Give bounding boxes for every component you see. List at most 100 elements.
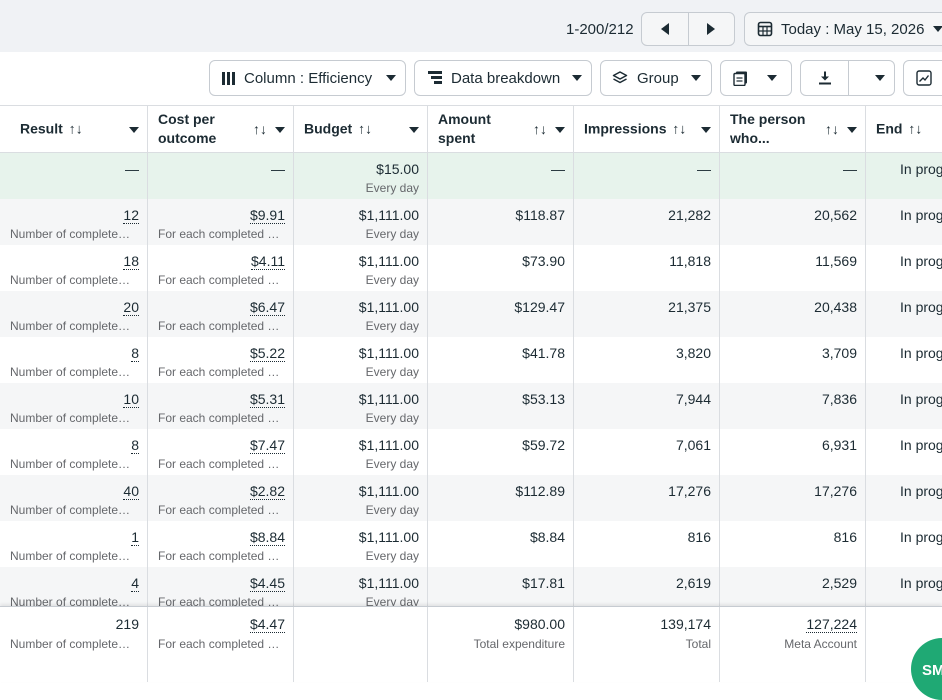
next-page-button[interactable] bbox=[687, 13, 735, 45]
budget-cell-label: Every day bbox=[365, 227, 419, 241]
total-cost[interactable]: $4.47 bbox=[249, 616, 285, 633]
result-cell-value[interactable]: 4 bbox=[131, 575, 139, 592]
result-cell-value[interactable]: 10 bbox=[123, 391, 139, 408]
result-cell: 40 Number of completed registrations bbox=[0, 475, 148, 521]
end-cell-value: In progress bbox=[900, 529, 942, 545]
column-header-end[interactable]: End ↑↓ bbox=[866, 106, 942, 152]
column-header-reach[interactable]: The person who... ↑↓ bbox=[720, 106, 866, 152]
cost-cell-value[interactable]: $4.45 bbox=[249, 575, 285, 592]
table-row[interactable]: 1 Number of completed registrations $8.84 F… bbox=[0, 521, 942, 567]
chevron-down-icon bbox=[690, 75, 701, 81]
end-cell-value: In progress bbox=[900, 437, 942, 453]
result-cell-value[interactable]: 20 bbox=[123, 299, 139, 316]
table-row[interactable]: 8 Number of completed registrations $5.22 F… bbox=[0, 337, 942, 383]
sort-icon[interactable]: ↑↓ bbox=[825, 121, 839, 137]
result-cell-value[interactable]: 8 bbox=[131, 437, 139, 454]
result-cell-value[interactable]: 12 bbox=[123, 207, 139, 224]
export-button[interactable] bbox=[801, 61, 848, 95]
result-cell-value[interactable]: 1 bbox=[131, 529, 139, 546]
end-cell-value: In progress bbox=[900, 253, 942, 269]
amount-spent-cell-value: $8.84 bbox=[529, 529, 565, 545]
cost-cell-value[interactable]: $4.11 bbox=[251, 253, 285, 270]
reach-cell: 11,569 bbox=[720, 245, 866, 291]
end-cell-value: In progress bbox=[900, 345, 942, 361]
column-header-amount-spent[interactable]: Amount spent ↑↓ bbox=[428, 106, 574, 152]
column-title: Budget bbox=[304, 120, 353, 137]
sort-icon[interactable]: ↑↓ bbox=[358, 120, 373, 137]
cost-cell: $8.84 For each completed registration bbox=[148, 521, 294, 567]
pagination-range: 1-200/212 bbox=[566, 21, 634, 38]
sort-icon[interactable]: ↑↓ bbox=[672, 120, 687, 137]
date-range-picker[interactable]: Today : May 15, 2026 bbox=[744, 12, 942, 46]
table-row[interactable]: 12 Number of completed registrations $9.91… bbox=[0, 199, 942, 245]
cost-cell: $2.82 For each completed registration bbox=[148, 475, 294, 521]
budget-cell-label: Every day bbox=[365, 273, 419, 287]
data-breakdown-button[interactable]: Data breakdown bbox=[414, 60, 592, 96]
table-row[interactable]: 10 Number of completed registrations $5.31… bbox=[0, 383, 942, 429]
previous-page-button[interactable] bbox=[642, 13, 688, 45]
chevron-down-icon[interactable] bbox=[555, 127, 565, 133]
chevron-down-icon[interactable] bbox=[847, 127, 857, 133]
table-row[interactable]: 18 Number of completed registrations $4.11… bbox=[0, 245, 942, 291]
group-button[interactable]: Group bbox=[600, 60, 712, 96]
result-cell-value: — bbox=[125, 161, 139, 177]
chevron-down-icon bbox=[767, 75, 777, 81]
budget-cell: $1,111.00 Every day bbox=[294, 567, 428, 613]
cost-cell-value[interactable]: $5.31 bbox=[249, 391, 285, 408]
charts-button[interactable] bbox=[903, 60, 942, 96]
column-header-impressions[interactable]: Impressions ↑↓ bbox=[574, 106, 720, 152]
sort-icon[interactable]: ↑↓ bbox=[68, 120, 83, 137]
result-cell-label: Number of completed registrations bbox=[10, 503, 132, 517]
cost-cell-value[interactable]: $5.22 bbox=[249, 345, 285, 362]
reach-cell-value: 3,709 bbox=[821, 345, 857, 361]
sort-icon[interactable]: ↑↓ bbox=[253, 121, 267, 137]
cost-cell: $4.11 For each completed registration bbox=[148, 245, 294, 291]
result-cell-label: Number of completed registrations bbox=[10, 273, 132, 287]
table-row[interactable]: — — $15.00 Every day — — — In progress bbox=[0, 153, 942, 199]
result-cell-value[interactable]: 40 bbox=[123, 483, 139, 500]
reach-cell: 20,562 bbox=[720, 199, 866, 245]
column-header-result[interactable]: Result ↑↓ bbox=[0, 106, 148, 152]
total-reach[interactable]: 127,224 bbox=[806, 616, 857, 633]
total-cost-cell: $4.47 For each completed registration bbox=[148, 607, 294, 682]
chevron-down-icon[interactable] bbox=[275, 127, 285, 133]
cost-cell-value[interactable]: $9.91 bbox=[249, 207, 285, 224]
cost-cell: $7.47 For each completed registration bbox=[148, 429, 294, 475]
chevron-down-icon[interactable] bbox=[701, 127, 711, 133]
result-cell-value[interactable]: 8 bbox=[131, 345, 139, 362]
reach-cell-value: 11,569 bbox=[815, 253, 857, 269]
end-cell: In progress bbox=[866, 383, 942, 429]
reach-cell-value: 20,562 bbox=[814, 207, 857, 223]
table-row[interactable]: 8 Number of completed registrations $7.47 F… bbox=[0, 429, 942, 475]
cost-cell-value[interactable]: $6.47 bbox=[249, 299, 285, 316]
column-header-cost-per-outcome[interactable]: Cost per outcome ↑↓ bbox=[148, 106, 294, 152]
export-options-button[interactable] bbox=[848, 61, 894, 95]
cost-cell: $6.47 For each completed registration bbox=[148, 291, 294, 337]
triangle-right-icon bbox=[707, 23, 716, 35]
sort-icon[interactable]: ↑↓ bbox=[908, 120, 923, 137]
amount-spent-cell: $73.90 bbox=[428, 245, 574, 291]
chevron-down-icon[interactable] bbox=[129, 127, 139, 133]
cost-cell-value[interactable]: $8.84 bbox=[249, 529, 285, 546]
cost-cell-value[interactable]: $2.82 bbox=[249, 483, 285, 500]
cost-cell-label: For each completed registration bbox=[158, 227, 280, 241]
total-cost-label: For each completed registration bbox=[158, 637, 280, 651]
amount-spent-cell-value: $112.89 bbox=[515, 483, 565, 499]
table-row[interactable]: 40 Number of completed registrations $2.82… bbox=[0, 475, 942, 521]
total-impressions-cell: 139,174 Total bbox=[574, 607, 720, 682]
columns-button[interactable]: Column : Efficiency bbox=[209, 60, 406, 96]
cost-cell-value[interactable]: $7.47 bbox=[249, 437, 285, 454]
chevron-down-icon[interactable] bbox=[409, 127, 419, 133]
top-bar: 1-200/212 Today : May 15, 2026 bbox=[0, 0, 942, 52]
export-split-button bbox=[800, 60, 895, 96]
result-cell-value[interactable]: 18 bbox=[123, 253, 139, 270]
column-header-budget[interactable]: Budget ↑↓ bbox=[294, 106, 428, 152]
total-impressions: 139,174 bbox=[660, 616, 711, 632]
sort-icon[interactable]: ↑↓ bbox=[533, 121, 547, 137]
reports-button[interactable] bbox=[720, 60, 792, 96]
table-totals-row: 219 Number of completed registrations $4… bbox=[0, 606, 942, 682]
budget-cell: $1,111.00 Every day bbox=[294, 475, 428, 521]
table-row[interactable]: 20 Number of completed registrations $6.47… bbox=[0, 291, 942, 337]
